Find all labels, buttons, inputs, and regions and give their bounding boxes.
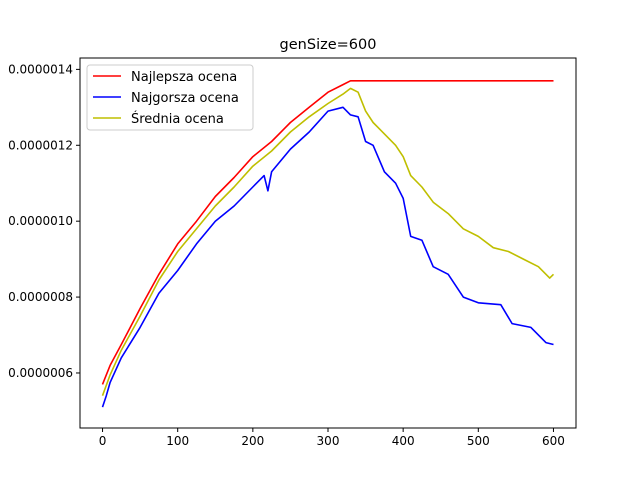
x-tick-label: 600 xyxy=(542,434,565,448)
series-group xyxy=(101,80,555,408)
x-tick-label: 0 xyxy=(99,434,107,448)
series-line-2 xyxy=(101,87,555,396)
chart-title: genSize=600 xyxy=(280,37,377,53)
y-tick-label: 0.0000008 xyxy=(8,290,73,304)
x-tick-label: 400 xyxy=(392,434,415,448)
y-tick-label: 0.0000010 xyxy=(8,214,73,228)
x-tick-label: 100 xyxy=(166,434,189,448)
x-tick-label: 200 xyxy=(241,434,264,448)
series-line-0 xyxy=(101,80,554,385)
series-line-1 xyxy=(101,106,554,408)
x-axis: 0 100 200 300 400 500 600 xyxy=(99,428,565,448)
x-tick-label: 300 xyxy=(317,434,340,448)
y-tick-label: 0.0000014 xyxy=(8,62,73,76)
legend: Najlepsza ocena Najgorsza ocena Średnia oc… xyxy=(86,64,254,131)
legend-label-0: Najlepsza ocena xyxy=(131,70,237,85)
y-tick-label: 0.0000006 xyxy=(8,366,73,380)
x-tick-label: 500 xyxy=(467,434,490,448)
legend-label-2: Średnia ocena xyxy=(131,111,224,127)
y-tick-label: 0.0000012 xyxy=(8,138,73,152)
y-axis: 0.0000006 0.0000008 0.0000010 0.0000012 0.00… xyxy=(8,62,80,380)
legend-label-1: Najgorsza ocena xyxy=(131,91,239,106)
legend-box xyxy=(86,64,254,131)
